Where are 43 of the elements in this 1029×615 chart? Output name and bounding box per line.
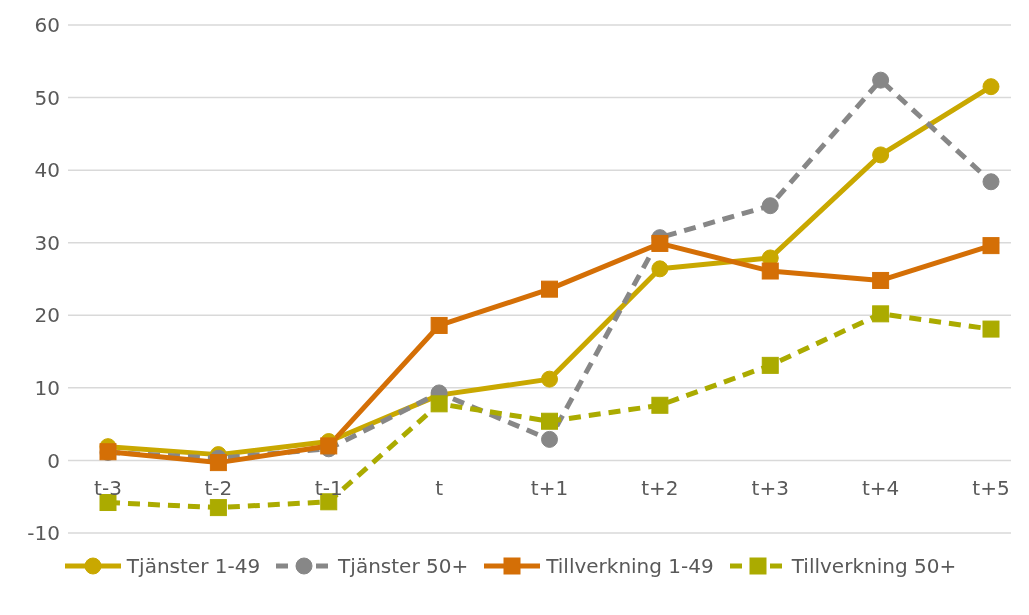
point [541,370,558,388]
x-tick-label: t+4 [861,476,900,501]
point [872,305,890,323]
point [430,316,448,334]
point [430,395,448,413]
point [541,280,558,298]
point [761,262,779,280]
point [651,396,669,414]
legend-label: Tjänster 1-49 [126,554,261,578]
x-tick-label: t+5 [972,476,1010,501]
point [872,146,890,164]
point [651,234,669,252]
point [209,454,227,472]
y-tick-label: 60 [34,13,60,38]
point [541,412,558,430]
x-tick-label: t-3 [94,476,122,501]
x-tick-label: t+1 [530,476,569,501]
point [982,237,1000,255]
y-tick-label: 0 [47,448,60,473]
y-tick-label: 20 [34,303,60,328]
y-tick-label: 10 [34,375,60,400]
legend-label: Tillverkning 1-49 [546,554,714,578]
x-tick-label: t [435,476,444,501]
point [99,494,117,512]
point [209,499,227,517]
x-tick-label: t-2 [204,476,233,501]
point [982,320,1000,338]
y-tick-label: -10 [27,521,60,546]
point [651,260,669,278]
point [872,271,890,289]
legend-label: Tillverkning 50+ [791,554,957,578]
y-tick-label: 30 [34,230,60,255]
point [761,356,779,374]
legend-label: Tjänster 50+ [338,554,469,578]
point [541,430,558,448]
y-tick-label: 50 [34,85,60,110]
point [872,71,890,89]
point [761,197,779,215]
point [982,173,1000,191]
x-tick-label: t+3 [751,476,789,501]
x-tick-label: t+2 [641,476,679,501]
point [982,78,1000,96]
y-tick-label: 40 [34,158,60,183]
